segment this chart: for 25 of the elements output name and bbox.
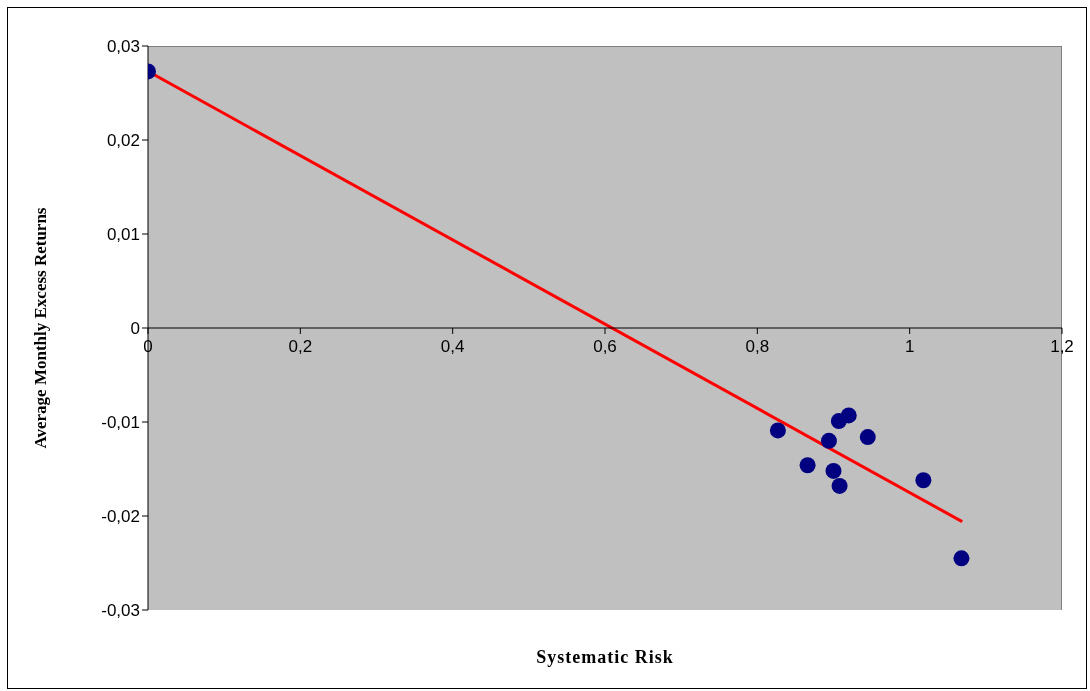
y-tick-label: 0,02 (106, 131, 140, 151)
point (831, 477, 848, 494)
x-tick-label: 1 (904, 337, 915, 356)
y-tick-label: 0 (130, 319, 140, 339)
y-tick-label: 0,03 (106, 37, 140, 57)
y-tick-label: -0,02 (101, 507, 140, 527)
point (840, 407, 857, 424)
x-axis-title: Systematic Risk (536, 646, 674, 667)
point (799, 457, 816, 474)
y-axis-title: Average Monthly Excess Returns (31, 207, 51, 449)
point (953, 550, 970, 567)
x-tick-label: 1,2 (1050, 337, 1074, 356)
y-tick-label: -0,03 (101, 601, 140, 621)
x-tick-label: 0,4 (440, 337, 465, 356)
point (859, 429, 876, 446)
y-tick-label: 0,01 (106, 225, 140, 245)
x-tick-label: 0,8 (745, 337, 770, 356)
point (825, 462, 842, 479)
x-tick-label: 0,6 (593, 337, 617, 356)
x-tick-label: 0 (143, 337, 153, 356)
point (915, 472, 932, 489)
point (769, 422, 786, 439)
x-tick-label: 0,2 (288, 337, 313, 356)
y-tick-label: -0,01 (101, 413, 140, 433)
point (820, 432, 837, 449)
